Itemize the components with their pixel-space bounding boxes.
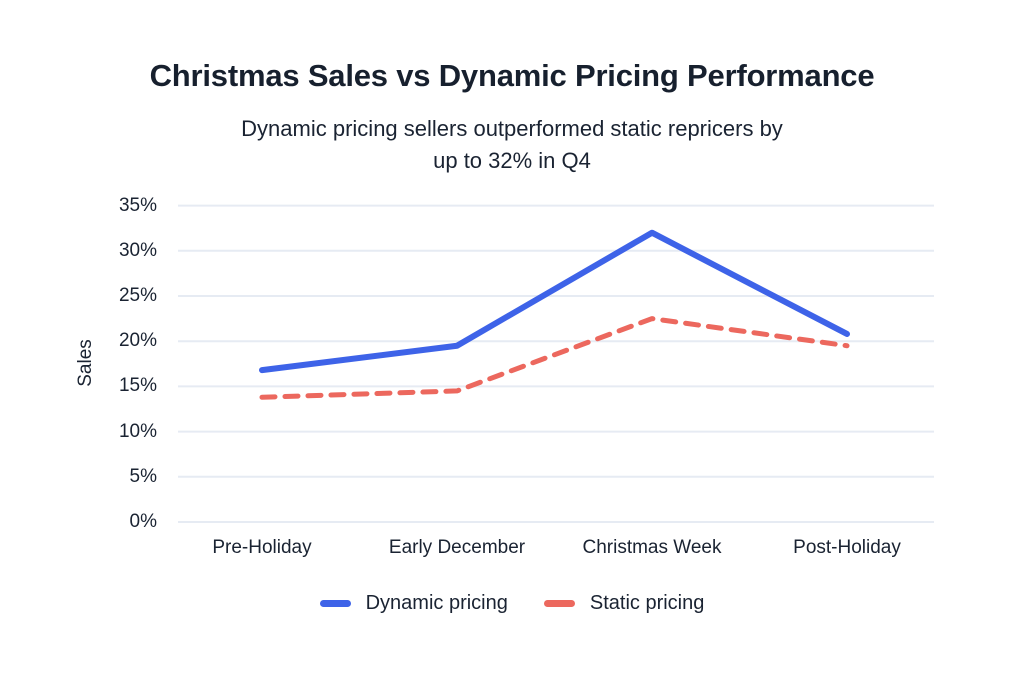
y-tick-label: 35% [118,194,157,216]
y-tick-label: 30% [118,239,157,261]
legend-swatch-static-pricing-icon [543,600,575,607]
legend-label-static-pricing: Static pricing [589,592,705,614]
x-axis-label: Pre-Holiday [212,537,312,558]
static-pricing-line [259,316,850,400]
x-axis-label: Early December [388,537,526,558]
chart-legend: Dynamic pricing Static pricing [0,592,1024,615]
y-tick-label: 5% [129,465,157,487]
chart-subtitle-line2: up to 32% in Q4 [433,148,591,173]
y-tick-label: 15% [118,375,157,397]
y-tick-label: 10% [118,420,157,442]
legend-item-static-pricing: Static pricing [543,592,705,615]
dynamic-pricing-line [259,229,850,374]
legend-label-dynamic-pricing: Dynamic pricing [365,592,508,614]
y-tick-label: 20% [118,330,157,352]
y-tick-label: 0% [129,511,157,532]
x-axis-label: Christmas Week [582,537,722,558]
legend-item-dynamic-pricing: Dynamic pricing [319,592,508,615]
chart-title: Christmas Sales vs Dynamic Pricing Perfo… [149,58,875,93]
x-axis-label: Post-Holiday [793,537,901,558]
chart-subtitle: Dynamic pricing sellers outperformed sta… [0,113,1024,177]
y-tick-label: 25% [118,285,157,306]
legend-swatch-dynamic-pricing-icon [319,600,351,607]
chart-subtitle-line1: Dynamic pricing sellers outperformed sta… [241,116,783,141]
